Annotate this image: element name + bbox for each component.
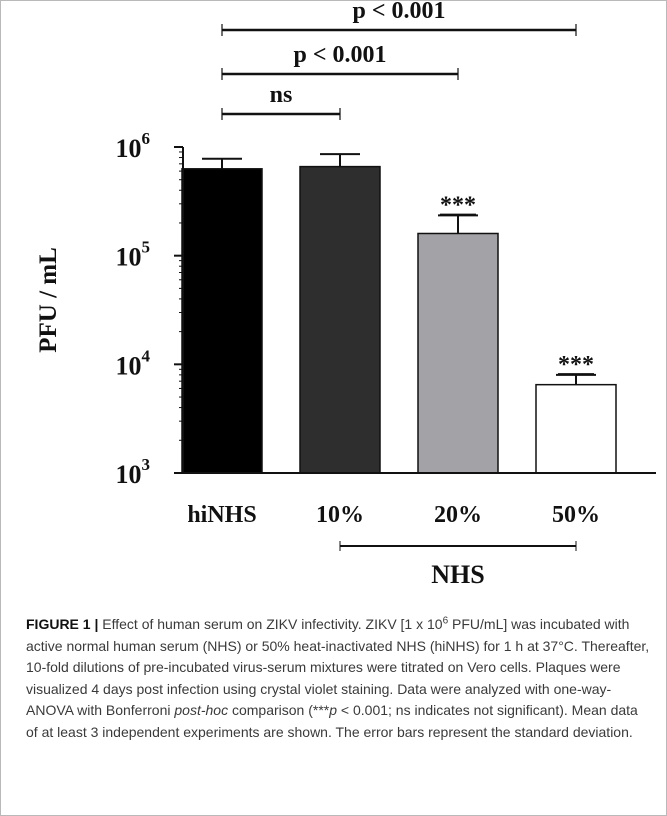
y-tick-exponent-6: 6 <box>142 129 151 148</box>
caption-separator: | <box>94 616 99 632</box>
bar-50% <box>535 383 617 474</box>
y-tick-exponent-3: 3 <box>142 455 151 474</box>
x-tick-labels: hiNHS 10% 20% 50% <box>187 502 600 528</box>
significance-stars: ****** <box>440 192 594 378</box>
y-tick-label-6: 106 <box>116 129 151 163</box>
y-tick-exponent-4: 4 <box>142 346 151 365</box>
x-tick-label-hiNHS: hiNHS <box>187 502 256 528</box>
group-bracket: NHS <box>339 541 577 589</box>
y-tick-label-5: 105 <box>116 238 151 272</box>
caption-p: p <box>329 702 338 718</box>
axes: 103 104 105 106 <box>116 129 656 489</box>
comparison-label-0: ns <box>270 82 293 108</box>
figure-caption: FIGURE 1 | Effect of human serum on ZIKV… <box>26 614 651 743</box>
bars <box>181 165 617 474</box>
error-bars <box>202 153 596 385</box>
y-tick-label-3: 103 <box>116 455 151 489</box>
bar-20% <box>417 232 499 474</box>
x-tick-label-50%: 50% <box>552 502 600 528</box>
x-tick-label-10%: 10% <box>316 502 364 528</box>
group-label: NHS <box>431 560 484 589</box>
comparison-label-1: p < 0.001 <box>293 42 386 68</box>
figure-label: FIGURE 1 <box>26 616 91 632</box>
bar-10% <box>299 165 381 474</box>
x-tick-label-20%: 20% <box>434 502 482 528</box>
comparison-label-2: p < 0.001 <box>352 0 445 24</box>
caption-post-hoc: post-hoc <box>174 702 229 718</box>
caption-text-4: < 0.001; ns indicates not significant). … <box>26 702 638 740</box>
y-tick-exponent-5: 5 <box>142 238 151 257</box>
bar-hiNHS <box>181 168 263 474</box>
caption-exponent: 6 <box>442 615 449 627</box>
caption-text-3: comparison (*** <box>228 702 330 718</box>
caption-text-1: Effect of human serum on ZIKV infectivit… <box>98 616 443 632</box>
y-tick-label-4: 104 <box>116 346 151 380</box>
caption-text-2: PFU/mL] was incubated with active normal… <box>26 616 650 718</box>
y-axis-label: PFU / mL <box>35 247 62 353</box>
